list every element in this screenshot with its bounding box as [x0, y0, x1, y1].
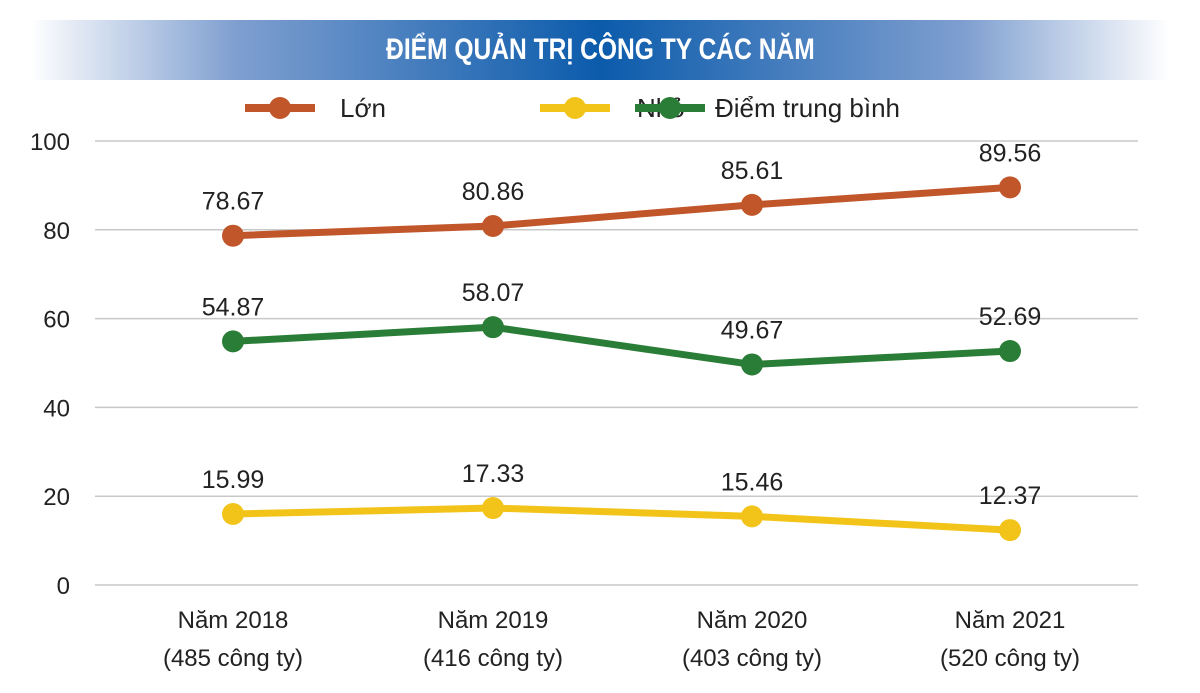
- data-label: 54.87: [202, 293, 265, 321]
- legend-label: Điểm trung bình: [715, 93, 900, 123]
- series-line-0: [232, 183, 1011, 240]
- y-tick-label: 100: [30, 129, 70, 156]
- data-label: 12.37: [979, 482, 1042, 510]
- x-tick-sublabel: (520 công ty): [940, 645, 1080, 672]
- series-line-1: [232, 504, 1011, 534]
- data-label: 80.86: [462, 178, 525, 206]
- legend-label: Lớn: [340, 93, 386, 123]
- legend-marker: [269, 97, 291, 119]
- data-point: [999, 519, 1021, 542]
- data-point: [222, 503, 244, 526]
- y-tick-label: 80: [43, 218, 70, 245]
- data-point: [482, 214, 504, 237]
- x-tick-sublabel: (403 công ty): [682, 645, 822, 672]
- data-point: [741, 353, 763, 376]
- data-label: 89.56: [979, 139, 1042, 167]
- data-label: 78.67: [202, 188, 265, 216]
- x-tick-label: Năm 2018: [178, 607, 289, 634]
- y-tick-label: 60: [43, 307, 70, 334]
- data-label: 17.33: [462, 460, 525, 488]
- title-banner: ĐIỂM QUẢN TRỊ CÔNG TY CÁC NĂM: [30, 20, 1170, 80]
- series-line-2: [232, 323, 1011, 368]
- data-point: [999, 176, 1021, 199]
- data-label: 15.99: [202, 466, 265, 494]
- data-point: [482, 316, 504, 339]
- data-point: [482, 497, 504, 520]
- data-label: 15.46: [721, 468, 784, 496]
- y-tick-label: 0: [57, 573, 70, 600]
- data-label: 52.69: [979, 303, 1042, 331]
- chart-title: ĐIỂM QUẢN TRỊ CÔNG TY CÁC NĂM: [385, 33, 815, 66]
- legend-marker: [659, 97, 681, 119]
- legend-marker: [564, 97, 586, 119]
- data-point: [741, 505, 763, 528]
- x-tick-label: Năm 2020: [697, 607, 808, 634]
- y-tick-label: 40: [43, 395, 70, 422]
- data-point: [741, 193, 763, 216]
- data-label: 85.61: [721, 157, 784, 185]
- y-tick-label: 20: [43, 484, 70, 511]
- x-tick-sublabel: (416 công ty): [423, 645, 563, 672]
- data-label: 58.07: [462, 279, 525, 307]
- data-point: [222, 330, 244, 353]
- x-tick-label: Năm 2021: [955, 607, 1066, 634]
- data-point: [222, 224, 244, 247]
- x-tick-sublabel: (485 công ty): [163, 645, 303, 672]
- x-tick-label: Năm 2019: [438, 607, 549, 634]
- data-point: [999, 340, 1021, 363]
- data-label: 49.67: [721, 316, 784, 344]
